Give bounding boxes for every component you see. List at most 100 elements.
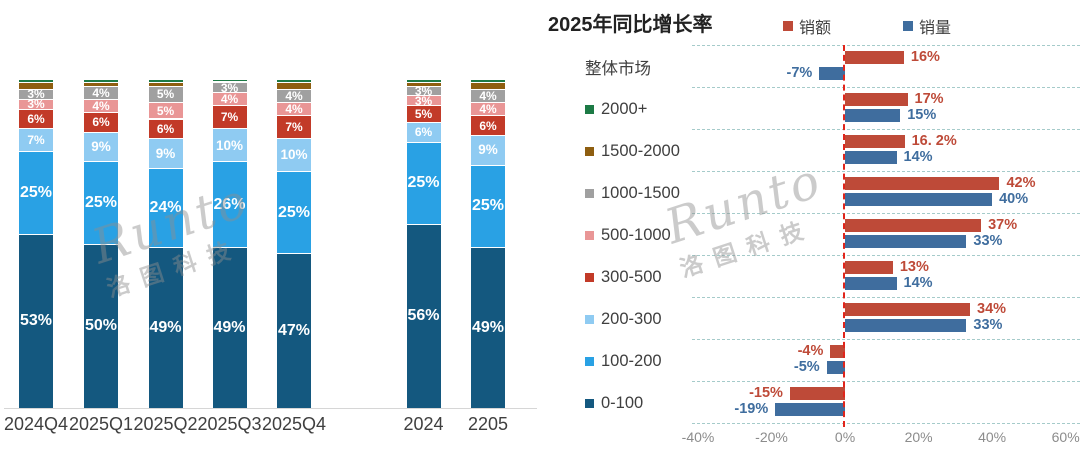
row-separator-line — [692, 255, 1080, 256]
segment-1000-1500: 3% — [212, 82, 247, 94]
row-category-text: 0-100 — [601, 393, 644, 412]
chart-row-0-100: 0-100 -15% -19% — [540, 382, 1080, 424]
row-plot-area: 16. 2% 14% — [692, 130, 1080, 172]
axis-tick-label: 40% — [978, 429, 1007, 445]
segment-value-label: 9% — [91, 139, 111, 155]
category-label: 2205 — [467, 414, 509, 434]
bar-销量 — [845, 151, 897, 164]
bar-value-label: 40% — [999, 191, 1029, 207]
stacked-bar: 56% 25% 6% 5% 3% 3% — [406, 79, 441, 408]
top-grid-line — [692, 45, 1080, 46]
bar-value-label: 33% — [973, 317, 1003, 333]
chart-row-1000-1500: 1000-1500 42% 40% — [540, 172, 1080, 214]
legend-item-销量: 销量 — [903, 14, 951, 38]
row-category-label: 300-500 — [585, 256, 662, 298]
segment-100-200: 26% — [212, 161, 247, 247]
chart-title: 2025年同比增长率 — [548, 14, 713, 36]
segment-100-200: 25% — [406, 141, 441, 224]
segment-1500-2000 — [406, 82, 441, 86]
segment-200-300: 6% — [406, 121, 441, 142]
chart-row-1500-2000: 1500-2000 16. 2% 14% — [540, 130, 1080, 172]
bar-销额 — [845, 219, 982, 232]
row-category-text: 2000+ — [601, 99, 648, 118]
segment-2000+ — [19, 79, 53, 83]
segment-value-label: 3% — [27, 97, 45, 112]
segment-0-100: 53% — [19, 233, 53, 408]
segment-1000-1500: 4% — [277, 88, 311, 103]
segment-value-label: 49% — [149, 318, 182, 336]
bar-销量 — [819, 67, 846, 80]
segment-200-300: 10% — [212, 128, 247, 162]
segment-value-label: 5% — [414, 107, 433, 122]
row-swatch-icon — [585, 188, 594, 198]
row-separator-line — [692, 171, 1080, 172]
row-category-text: 100-200 — [601, 351, 662, 370]
row-category-text: 1500-2000 — [601, 141, 680, 160]
segment-value-label: 6% — [92, 115, 110, 130]
segment-value-label: 4% — [479, 88, 497, 103]
segment-value-label: 53% — [19, 312, 53, 330]
row-swatch-icon — [585, 314, 594, 324]
segment-value-label: 47% — [277, 322, 311, 340]
row-separator-line — [692, 297, 1080, 298]
segment-value-label: 9% — [478, 142, 498, 158]
chart-row-300-500: 300-500 13% 14% — [540, 256, 1080, 298]
row-category-label: 整体市场 — [585, 46, 651, 88]
segment-value-label: 56% — [407, 307, 440, 325]
row-category-text: 500-1000 — [601, 225, 671, 244]
segment-500-1000: 4% — [471, 102, 505, 116]
segment-500-1000: 4% — [277, 102, 311, 117]
segment-value-label: 49% — [213, 318, 246, 336]
bar-value-label: 37% — [988, 217, 1018, 233]
axis-tick-label: -20% — [755, 429, 788, 445]
segment-value-label: 7% — [220, 110, 239, 125]
segment-0-100: 49% — [471, 246, 505, 408]
row-plot-area: -4% -5% — [692, 340, 1080, 382]
bar-value-label: 33% — [973, 233, 1003, 249]
row-category-label: 100-200 — [585, 340, 662, 382]
category-label: 2025Q2 — [133, 414, 198, 434]
segment-value-label: 10% — [280, 147, 308, 163]
segment-1500-2000 — [471, 82, 505, 89]
row-category-label: 500-1000 — [585, 214, 671, 256]
segment-value-label: 4% — [220, 92, 239, 107]
bar-value-label: 15% — [907, 107, 937, 123]
row-swatch-icon — [585, 356, 594, 366]
row-category-label: 2000+ — [585, 88, 647, 130]
segment-0-100: 47% — [277, 253, 311, 408]
bar-销量 — [845, 109, 901, 122]
bar-销量 — [845, 319, 967, 332]
bar-value-label: 16. 2% — [911, 133, 957, 149]
segment-200-300: 9% — [148, 138, 183, 168]
stacked-bar: 49% 25% 9% 6% 4% 4% — [471, 79, 505, 408]
bar-销额 — [845, 177, 1000, 190]
row-plot-area: 16% -7% — [692, 46, 1080, 88]
segment-value-label: 4% — [285, 102, 303, 117]
segment-100-200: 25% — [19, 151, 53, 234]
segment-2000+ — [471, 79, 505, 83]
category-label: 2024Q4 — [3, 414, 69, 434]
row-swatch-icon — [585, 104, 594, 114]
chart-row-100-200: 100-200 -4% -5% — [540, 340, 1080, 382]
segment-1000-1500: 4% — [84, 85, 118, 100]
row-category-label: 0-100 — [585, 382, 643, 424]
bar-销量 — [845, 235, 967, 248]
row-category-label: 1000-1500 — [585, 172, 680, 214]
stacked-bar-plot-area: 53% 25% 7% 6% 3% 3% 50% 25% 9% 6% 4% 4% 49% 24% 9% 6% 5%… — [0, 0, 540, 408]
segment-500-1000: 3% — [19, 97, 53, 112]
bar-value-label: 34% — [977, 301, 1007, 317]
segment-value-label: 9% — [155, 145, 176, 161]
segment-0-100: 50% — [84, 243, 118, 408]
row-plot-area: -15% -19% — [692, 382, 1080, 424]
axis-tick-label: 20% — [904, 429, 933, 445]
bar-销额 — [845, 303, 971, 316]
segment-0-100: 49% — [148, 246, 183, 408]
segment-value-label: 6% — [156, 121, 175, 136]
growth-rate-chart: 2025年同比增长率 销额 销量 整体市场 16% -7% 2000+ 17% 15% 150… — [540, 0, 1080, 451]
chart-row-200-300: 200-300 34% 33% — [540, 298, 1080, 340]
segment-value-label: 25% — [84, 193, 118, 211]
chart-row-500-1000: 500-1000 37% 33% — [540, 214, 1080, 256]
legend-swatch-icon — [903, 21, 913, 31]
segment-500-1000: 3% — [406, 95, 441, 107]
segment-value-label: 4% — [92, 85, 110, 100]
